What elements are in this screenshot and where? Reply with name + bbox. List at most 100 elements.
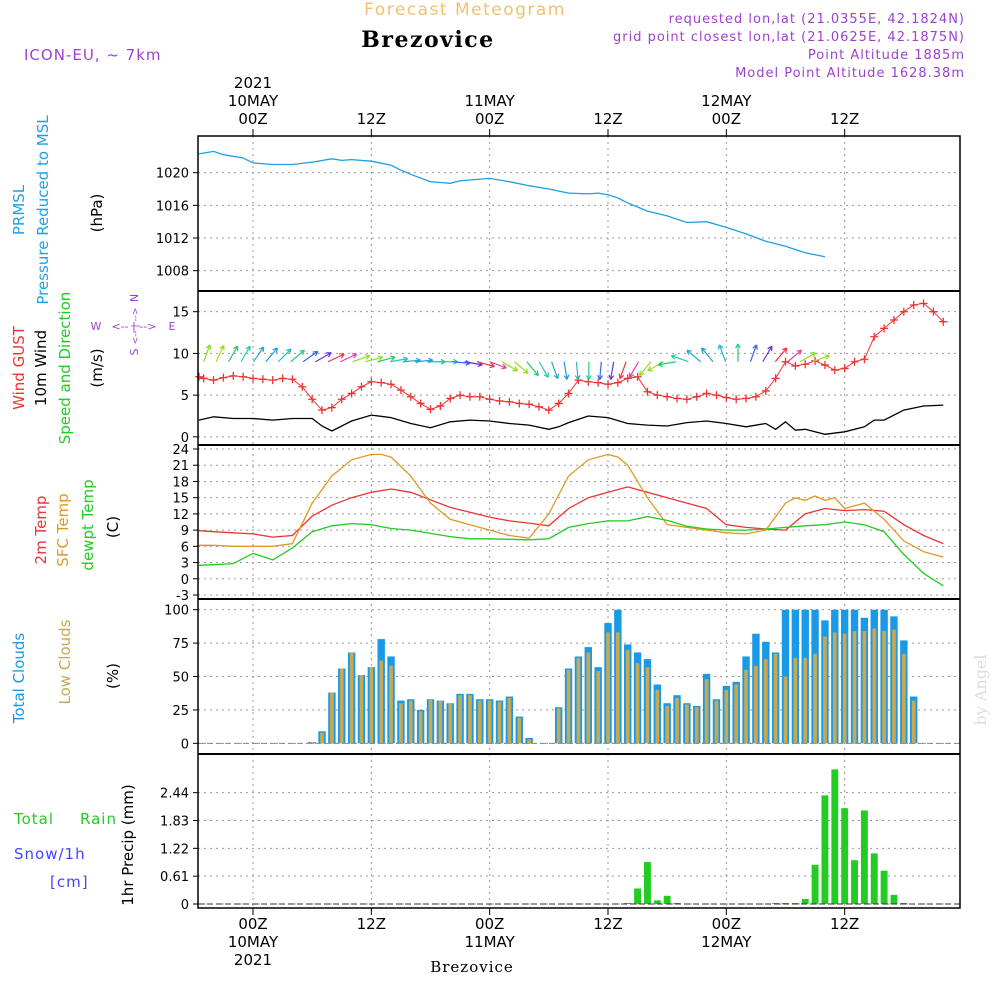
temp-sfc-line [199,453,944,558]
pressure-ytick-label: 1020 [156,167,189,182]
temperature-ytick-label: 9 [181,524,189,539]
temp-2m-label: 2m Temp [32,496,50,565]
wind-arrow [563,361,570,380]
gust-point [288,375,297,384]
wind-arrow [203,344,212,362]
gust-point [673,394,682,403]
gust-point [761,386,770,395]
low-cloud-bar [418,711,423,744]
precip-total-label: Total [13,810,54,828]
gust-point [268,376,277,385]
compass-arrows: <-- | --> [111,320,156,333]
rain-bar [841,808,849,904]
clouds-ytick-label: 75 [172,637,189,652]
gust-point [377,378,386,387]
low-cloud-bar [635,663,640,744]
gust-point [899,307,908,316]
low-cloud-bar [763,659,768,744]
wind-arrow [774,347,788,363]
wind-arrow [315,352,332,363]
gust-point [850,357,859,366]
top-time-label: 12Z [593,110,622,128]
gust-point [870,332,879,341]
gust-point [337,395,346,404]
wind-unit: (m/s) [88,348,106,387]
bottom-time-label: 12Z [357,915,386,933]
low-cloud-bar [428,699,433,744]
gust-point [258,375,267,384]
wind-arrow [327,353,345,363]
bottom-time-label: 2021 [234,951,272,969]
precip-ytick-label: 1.22 [160,842,189,857]
gust-point [860,355,869,364]
gust-point [515,399,524,408]
low-cloud-bar [389,665,393,744]
top-time-label: 12MAY [701,92,752,110]
gridpoint-coords: grid point closest lon,lat (21.0625E, 42… [613,30,965,45]
gust-point [485,395,494,404]
rain-bar [831,769,839,904]
low-clouds-label: Low Clouds [56,619,74,704]
model-altitude: Model Point Altitude 1628.38m [735,66,965,81]
low-cloud-bar [556,708,561,744]
wind-arrow [228,345,239,363]
gust-point [633,372,642,381]
top-time-label: 2021 [234,74,272,92]
wind-arrow [215,344,225,362]
pressure-unit: (hPa) [88,194,106,233]
wind-arrow [585,361,592,381]
gust-point [209,376,218,385]
gust-point [919,299,928,308]
gust-point [308,395,317,404]
gust-point [929,307,938,316]
low-cloud-bar [339,668,344,744]
precip-ytick-label: 1.83 [160,815,189,830]
pressure-line [198,150,826,258]
total-clouds-label: Total Clouds [10,633,28,725]
wind-arrow [700,347,714,363]
gust-point [643,387,652,396]
bottom-time-label: 00Z [712,915,741,933]
low-cloud-bar [448,703,453,744]
bottom-time-label: 12MAY [701,933,752,951]
gust-point [229,371,238,380]
wind-arrow [501,361,518,372]
rain-bar [811,864,819,904]
plot-frame [197,135,961,909]
low-cloud-bar [754,665,758,744]
low-cloud-bar [606,632,610,744]
low-cloud-bar [458,695,462,744]
clouds-ytick-label: 25 [172,704,189,719]
low-cloud-bar [566,669,571,744]
gust-point [623,374,632,383]
rain-bar [870,853,878,904]
compass-arrows-v: <-- | --> [131,308,141,345]
low-cloud-bar [704,679,709,744]
wind-10m-line [198,404,944,435]
low-cloud-bar [359,675,364,744]
low-cloud-bar [310,741,315,744]
low-cloud-bar [793,657,798,744]
gust-point [396,386,405,395]
low-cloud-bar [911,700,916,744]
gust-point [446,394,455,403]
clouds-unit: (%) [104,663,122,689]
rain-bar [653,900,661,904]
top-time-label: 12Z [357,110,386,128]
low-cloud-bar [773,653,778,744]
bottom-time-label: 00Z [238,915,267,933]
gust-point [771,374,780,383]
gust-point [249,374,257,383]
gust-point [801,360,810,369]
low-cloud-bar [379,660,384,744]
wind-arrow [638,361,652,377]
gust-point [702,389,711,398]
rain-bar [624,903,632,904]
pressure-label-1: PRMSL [10,184,28,235]
bottom-time-label: 12Z [830,915,859,933]
wind-arrow [365,355,384,363]
wind-arrow [377,355,396,363]
gust-point [357,382,366,391]
low-cloud-bar [862,631,867,744]
